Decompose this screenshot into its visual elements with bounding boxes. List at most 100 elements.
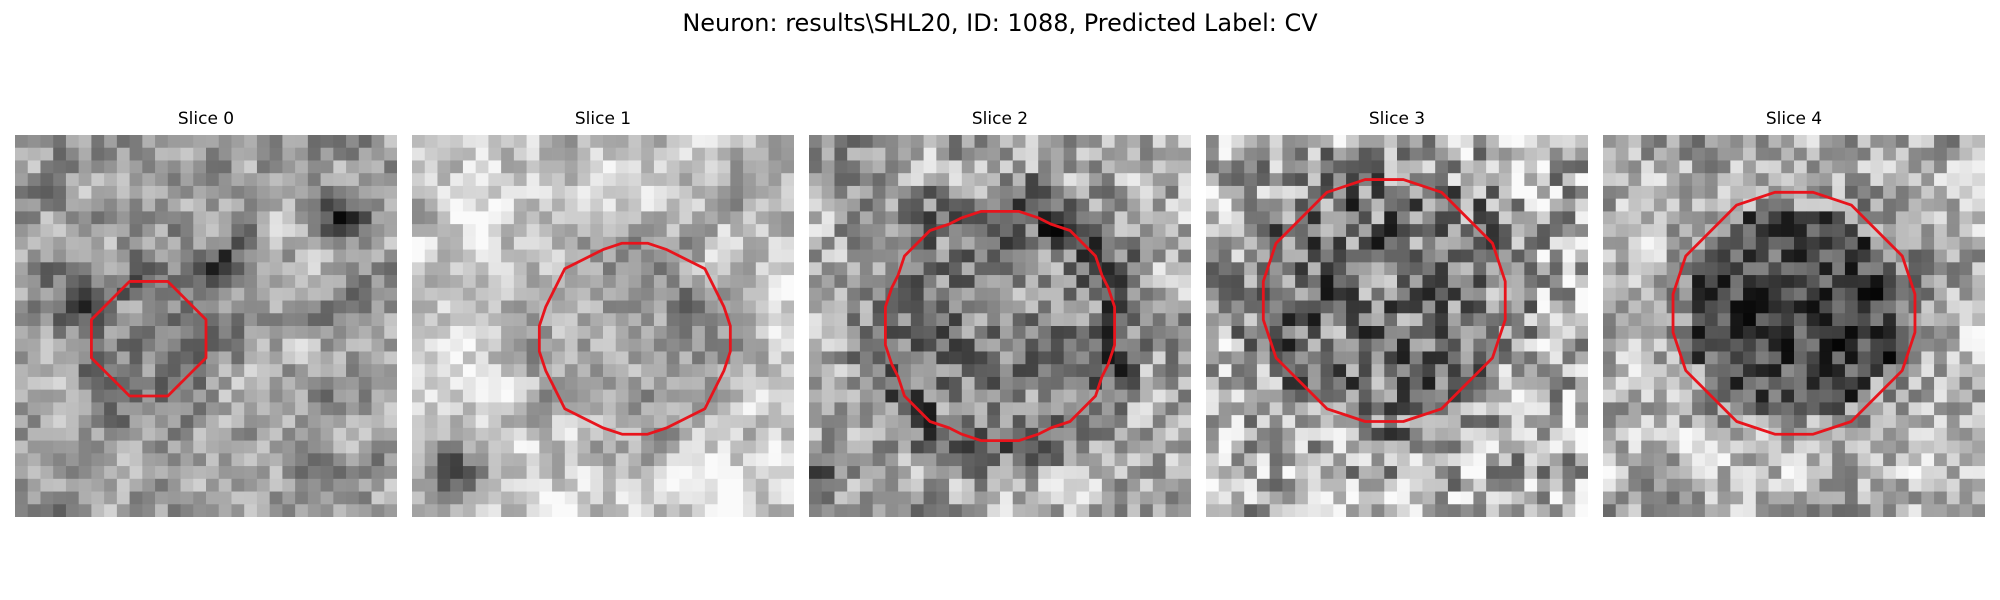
image-pixel [1050, 249, 1065, 263]
image-pixel [231, 275, 245, 289]
image-pixel [40, 427, 54, 441]
image-pixel [1921, 351, 1935, 365]
image-pixel [615, 147, 629, 161]
image-pixel [1511, 224, 1525, 238]
image-pixel [1384, 185, 1398, 200]
image-pixel [590, 173, 604, 187]
image-pixel [346, 147, 360, 161]
image-pixel [295, 504, 309, 517]
image-pixel [704, 236, 718, 250]
image-pixel [1562, 326, 1576, 340]
image-pixel [1666, 504, 1680, 517]
image-pixel [1358, 224, 1372, 238]
image-pixel [1781, 249, 1795, 263]
image-pixel [53, 478, 67, 492]
image-pixel [1282, 402, 1296, 416]
image-pixel [424, 364, 438, 378]
image-pixel [104, 147, 118, 161]
image-pixel [1743, 262, 1757, 276]
image-pixel [53, 326, 67, 340]
image-pixel [1358, 504, 1372, 517]
image-pixel [244, 453, 258, 467]
image-pixel [1152, 300, 1166, 314]
image-pixel [1231, 262, 1245, 276]
image-pixel [755, 249, 769, 263]
image-pixel [1883, 453, 1897, 467]
image-pixel [1282, 287, 1296, 301]
image-pixel [1409, 313, 1423, 327]
image-pixel [167, 478, 181, 492]
image-pixel [847, 376, 861, 391]
image-pixel [730, 173, 744, 187]
image-pixel [923, 440, 937, 454]
image-pixel [1333, 466, 1347, 480]
image-pixel [1615, 147, 1629, 161]
image-pixel [40, 160, 54, 174]
image-pixel [1295, 275, 1309, 289]
image-pixel [1704, 287, 1718, 301]
image-pixel [1050, 313, 1065, 327]
image-pixel [104, 402, 118, 416]
image-pixel [987, 236, 1001, 250]
image-pixel [730, 427, 744, 441]
image-pixel [1114, 249, 1128, 263]
image-pixel [859, 287, 874, 301]
slice-panel-3: Slice 3 [1206, 108, 1588, 517]
image-pixel [412, 326, 426, 340]
image-pixel [1422, 440, 1436, 454]
image-pixel [193, 338, 207, 352]
image-pixel [730, 453, 744, 467]
image-pixel [295, 415, 309, 429]
image-pixel [180, 466, 194, 480]
image-pixel [974, 211, 988, 225]
image-pixel [1562, 402, 1576, 416]
image-pixel [628, 173, 642, 187]
image-pixel [1460, 249, 1474, 263]
image-pixel [1435, 300, 1449, 314]
image-pixel [231, 338, 245, 352]
image-pixel [653, 262, 668, 276]
image-pixel [1653, 173, 1668, 187]
image-pixel [704, 453, 718, 467]
image-pixel [193, 287, 207, 301]
image-pixel [1218, 478, 1232, 492]
image-pixel [717, 415, 731, 429]
image-pixel [307, 504, 321, 517]
image-pixel [809, 402, 823, 416]
image-pixel [1269, 491, 1283, 505]
image-pixel [1921, 236, 1935, 250]
image-pixel [1295, 249, 1309, 263]
image-pixel [1295, 173, 1309, 187]
image-pixel [1755, 224, 1769, 238]
image-pixel [1857, 466, 1871, 480]
image-pixel [1422, 491, 1436, 505]
image-pixel [1511, 198, 1525, 212]
image-pixel [1012, 491, 1026, 505]
image-pixel [1269, 275, 1283, 289]
image-pixel [872, 338, 886, 352]
image-pixel [961, 338, 975, 352]
image-pixel [1972, 351, 1985, 365]
image-pixel [821, 160, 835, 174]
image-pixel [371, 389, 385, 403]
image-pixel [628, 249, 642, 263]
image-pixel [1768, 466, 1782, 480]
image-pixel [1959, 326, 1973, 340]
image-pixel [244, 351, 258, 365]
image-pixel [53, 402, 67, 416]
image-pixel [936, 491, 950, 505]
image-pixel [155, 135, 169, 149]
image-pixel [1603, 160, 1617, 174]
image-pixel [834, 364, 848, 378]
image-pixel [1178, 440, 1191, 454]
image-pixel [1921, 224, 1935, 238]
image-pixel [1603, 440, 1617, 454]
image-pixel [231, 313, 245, 327]
image-pixel [834, 453, 848, 467]
image-pixel [78, 249, 92, 263]
image-pixel [1537, 351, 1551, 365]
image-pixel [155, 466, 169, 480]
image-pixel [1320, 236, 1334, 250]
image-pixel [1012, 415, 1026, 429]
image-pixel [1409, 466, 1423, 480]
